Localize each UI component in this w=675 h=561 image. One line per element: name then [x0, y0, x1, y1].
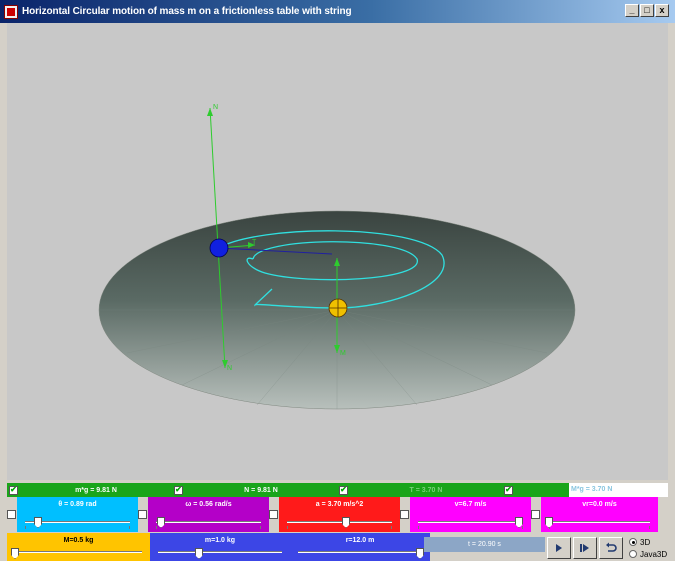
accel-thumb[interactable]	[342, 517, 350, 528]
velocity-thumb[interactable]	[515, 517, 523, 528]
force-n-label: N = 9.81 N	[244, 486, 278, 494]
mass-m-label: m=1.0 kg	[204, 537, 236, 544]
java-app-icon	[4, 4, 18, 19]
motion-sliders: θ = 0.89 rad ω = 0.56 rad/s a = 3.70 m/s…	[7, 497, 668, 532]
force-t-checkbox[interactable]: ✔	[339, 485, 348, 495]
simulation-canvas[interactable]: N N T M	[7, 23, 668, 480]
scene-svg: N N T M	[98, 104, 576, 410]
velocity-checkbox[interactable]	[400, 510, 409, 519]
force-Mg: ✔ M*g = 3.70 N	[502, 483, 668, 497]
mass-M-thumb[interactable]	[11, 548, 19, 559]
close-button[interactable]: x	[655, 4, 669, 17]
accel-slider[interactable]: a = 3.70 m/s^2	[279, 497, 400, 532]
play-icon	[556, 544, 562, 552]
radio-3d[interactable]	[629, 538, 637, 546]
force-t-label: T = 3.70 N	[409, 486, 443, 494]
radio-java3d[interactable]	[629, 550, 637, 558]
mass-M-slider[interactable]: M=0.5 kg	[7, 533, 150, 561]
vr-checkbox[interactable]	[531, 510, 540, 519]
step-button[interactable]	[573, 537, 597, 559]
reset-button[interactable]	[599, 537, 623, 559]
radius-thumb[interactable]	[416, 548, 424, 559]
theta-slider[interactable]: θ = 0.89 rad	[17, 497, 138, 532]
force-n-checkbox[interactable]: ✔	[174, 485, 183, 495]
play-button[interactable]	[547, 537, 571, 559]
omega-slider[interactable]: ω = 0.56 rad/s	[148, 497, 269, 532]
maximize-button[interactable]: □	[640, 4, 654, 17]
theta-label: θ = 0.89 rad	[58, 501, 97, 508]
option-java3d[interactable]: Java3D	[629, 548, 667, 560]
theta-thumb[interactable]	[34, 517, 42, 528]
force-mg-checkbox[interactable]: ✔	[9, 485, 18, 495]
axis-label-n2: N	[227, 365, 232, 372]
window-title: Horizontal Circular motion of mass m on …	[22, 6, 352, 17]
force-t: ✔ T = 3.70 N	[337, 483, 502, 497]
force-mg: ✔ m*g = 9.81 N	[7, 483, 172, 497]
axis-label-t: T	[252, 239, 257, 246]
step-icon	[580, 544, 589, 552]
mass-M-label: M=0.5 kg	[63, 537, 94, 544]
force-Mg-checkbox[interactable]: ✔	[504, 485, 513, 495]
reset-icon	[606, 542, 617, 552]
window-title-bar: Horizontal Circular motion of mass m on …	[0, 0, 675, 23]
velocity-label: v=6.7 m/s	[454, 501, 487, 508]
mass-m-slider[interactable]: m=1.0 kg	[150, 533, 290, 561]
option-3d[interactable]: 3D	[629, 536, 667, 548]
force-n: ✔ N = 9.81 N	[172, 483, 337, 497]
theta-checkbox[interactable]	[7, 510, 16, 519]
accel-label: a = 3.70 m/s^2	[315, 501, 364, 508]
minimize-button[interactable]: _	[625, 4, 639, 17]
normal-force-axis	[209, 107, 226, 369]
accel-checkbox[interactable]	[269, 510, 278, 519]
vr-thumb[interactable]	[545, 517, 553, 528]
axis-label-m: M	[340, 350, 346, 357]
vr-label: vr=0.0 m/s	[582, 501, 617, 508]
radius-slider[interactable]: r=12.0 m	[290, 533, 430, 561]
omega-label: ω = 0.56 rad/s	[185, 501, 232, 508]
force-bar: ✔ m*g = 9.81 N ✔ N = 9.81 N ✔ T = 3.70 N…	[7, 483, 668, 497]
axis-arrow-down	[222, 360, 228, 368]
radius-label: r=12.0 m	[345, 537, 375, 544]
vr-slider[interactable]: vr=0.0 m/s	[541, 497, 658, 532]
mass-m-thumb[interactable]	[195, 548, 203, 559]
axis-arrow-up	[207, 108, 213, 116]
omega-thumb[interactable]	[157, 517, 165, 528]
renderer-options: 3D Java3D	[629, 536, 667, 560]
velocity-slider[interactable]: v=6.7 m/s	[410, 497, 531, 532]
force-Mg-label: M*g = 3.70 N	[569, 483, 668, 497]
string-trajectory	[218, 230, 445, 309]
option-3d-label: 3D	[640, 537, 651, 547]
force-mg-label: m*g = 9.81 N	[75, 486, 117, 494]
axis-label-n1: N	[213, 104, 218, 111]
option-java3d-label: Java3D	[640, 549, 668, 559]
time-display: t = 20.90 s	[424, 537, 545, 552]
string-line	[218, 247, 333, 255]
window-buttons: _ □ x	[625, 4, 669, 17]
playback-controls	[547, 537, 623, 559]
parameter-sliders: M=0.5 kg m=1.0 kg r=12.0 m	[7, 533, 668, 561]
omega-checkbox[interactable]	[138, 510, 147, 519]
mass-m-ball	[209, 238, 229, 258]
